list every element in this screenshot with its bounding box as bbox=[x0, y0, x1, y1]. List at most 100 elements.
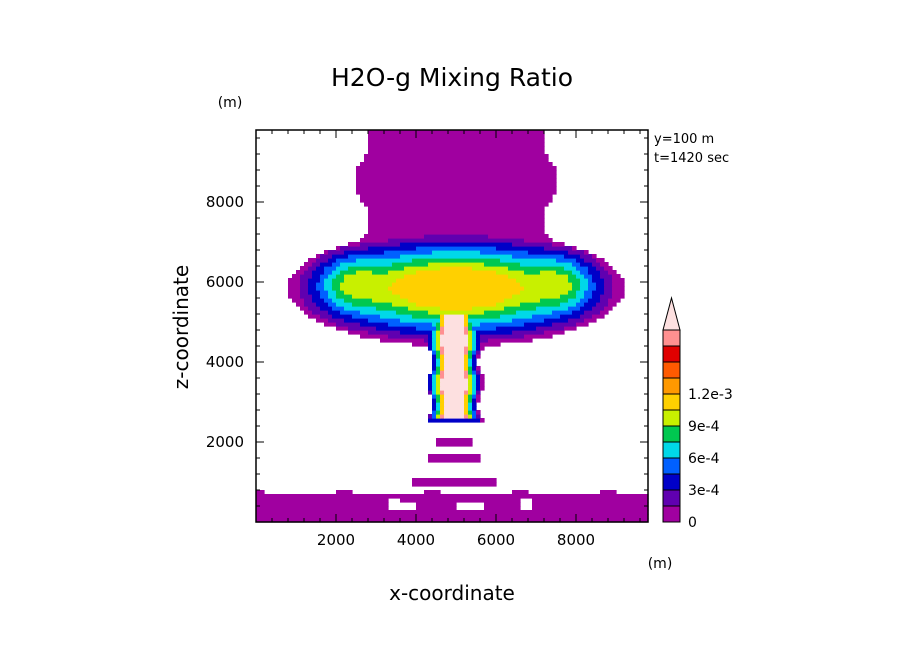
contour-cell bbox=[468, 322, 473, 327]
contour-cell bbox=[440, 370, 445, 375]
contour-cell bbox=[380, 338, 425, 343]
contour-cell bbox=[500, 314, 533, 319]
contour-cell bbox=[532, 506, 649, 511]
contour-cell bbox=[332, 270, 341, 275]
contour-cell bbox=[320, 306, 333, 311]
contour-cell bbox=[356, 174, 557, 179]
contour-cell bbox=[476, 410, 481, 415]
contour-cell bbox=[476, 366, 481, 371]
contour-cell bbox=[572, 310, 585, 315]
contour-cell bbox=[540, 270, 557, 275]
contour-cell bbox=[576, 290, 585, 295]
contour-cell bbox=[348, 242, 361, 247]
contour-cell bbox=[356, 186, 557, 191]
contour-cell bbox=[512, 242, 553, 247]
contour-cell bbox=[360, 334, 389, 339]
contour-cell bbox=[316, 266, 325, 271]
contour-cell bbox=[328, 310, 341, 315]
contour-cell bbox=[256, 518, 649, 523]
contour-cell bbox=[364, 234, 425, 239]
contour-cell bbox=[480, 418, 485, 423]
contour-cell bbox=[256, 510, 649, 515]
contour-cell bbox=[512, 490, 529, 495]
contour-cell bbox=[428, 310, 485, 315]
contour-cell bbox=[604, 278, 613, 283]
contour-cell bbox=[584, 290, 593, 295]
contour-cell bbox=[480, 386, 485, 391]
contour-cell bbox=[440, 410, 445, 415]
contour-cell bbox=[612, 278, 625, 283]
contour-cell bbox=[468, 402, 473, 407]
contour-cell bbox=[592, 306, 605, 311]
contour-cell bbox=[472, 374, 477, 379]
contour-cell bbox=[316, 258, 329, 263]
contour-cell bbox=[552, 242, 565, 247]
contour-cell bbox=[436, 354, 441, 359]
contour-cell bbox=[572, 246, 577, 251]
contour-cell bbox=[440, 354, 445, 359]
colorbar-box bbox=[662, 505, 681, 523]
contour-cell bbox=[336, 290, 345, 295]
contour-cell bbox=[568, 250, 585, 255]
contour-cell bbox=[432, 386, 437, 391]
contour-cell bbox=[476, 354, 481, 359]
contour-cell bbox=[368, 218, 545, 223]
contour-cell bbox=[288, 286, 301, 291]
contour-cell bbox=[400, 254, 513, 259]
contour-cell bbox=[468, 334, 473, 339]
chart-title: H2O-g Mixing Ratio bbox=[331, 63, 573, 92]
contour-cell bbox=[592, 314, 605, 319]
contour-cell bbox=[444, 314, 465, 319]
contour-cell bbox=[580, 254, 593, 259]
contour-cell bbox=[564, 266, 577, 271]
contour-cell bbox=[300, 274, 313, 279]
contour-cell bbox=[552, 322, 577, 327]
x-tick-label: 4000 bbox=[397, 531, 435, 549]
contour-cell bbox=[472, 306, 505, 311]
contour-cell bbox=[584, 250, 589, 255]
contour-cell bbox=[580, 282, 589, 287]
colorbar-box bbox=[662, 361, 681, 379]
contour-cell bbox=[496, 270, 525, 275]
contour-cell bbox=[480, 342, 501, 347]
contour-cell bbox=[464, 410, 469, 415]
contour-cell bbox=[476, 386, 481, 391]
contour-cell bbox=[332, 314, 353, 319]
contour-cell bbox=[596, 302, 609, 307]
contour-cell bbox=[564, 326, 577, 331]
contour-cell bbox=[380, 314, 413, 319]
contour-cell bbox=[256, 498, 389, 503]
contour-cell bbox=[512, 254, 565, 259]
contour-cell bbox=[536, 306, 569, 311]
y-unit-label: (m) bbox=[218, 95, 243, 111]
contour-cell bbox=[480, 378, 485, 383]
contour-cell bbox=[472, 334, 477, 339]
contour-cell bbox=[472, 406, 477, 411]
colorbar-box bbox=[662, 457, 681, 475]
contour-cell bbox=[572, 286, 581, 291]
contour-cell bbox=[568, 274, 577, 279]
contour-cell bbox=[340, 310, 361, 315]
contour-cell bbox=[400, 330, 433, 335]
contour-cell bbox=[328, 258, 337, 263]
contour-cell bbox=[324, 250, 329, 255]
contour-cell bbox=[440, 358, 445, 363]
contour-cell bbox=[292, 274, 301, 279]
contour-cell bbox=[472, 342, 477, 347]
contour-cell bbox=[484, 310, 517, 315]
contour-cell bbox=[480, 322, 525, 327]
contour-cell bbox=[408, 298, 505, 303]
contour-cell bbox=[368, 330, 401, 335]
contour-cell bbox=[308, 278, 321, 283]
contour-cell bbox=[324, 282, 333, 287]
contour-cell bbox=[360, 322, 389, 327]
contour-cell bbox=[432, 378, 437, 383]
contour-cell bbox=[368, 134, 545, 139]
colorbar-box bbox=[662, 473, 681, 491]
contour-cell bbox=[428, 414, 433, 419]
contour-cell bbox=[512, 294, 561, 299]
contour-cell bbox=[308, 282, 317, 287]
contour-cell bbox=[376, 326, 417, 331]
contour-cell bbox=[432, 338, 437, 343]
colorbar-triangle bbox=[662, 296, 681, 331]
